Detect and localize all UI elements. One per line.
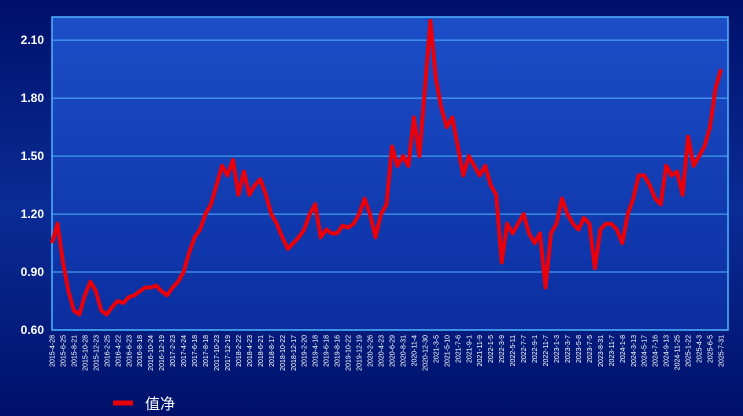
y-tick-label: 0.60	[21, 323, 45, 337]
y-tick-label: 2.10	[21, 33, 45, 47]
x-tick-label: 2016-8-18	[137, 335, 144, 367]
x-tick-label: 2020-12-30	[422, 335, 429, 371]
x-tick-label: 2025-7-31	[719, 335, 726, 367]
x-tick-label: 2022-7-7	[521, 335, 528, 363]
x-tick-label: 2021-5-10	[444, 335, 451, 367]
x-tick-label: 2015-12-23	[93, 335, 100, 371]
x-tick-label: 2022-5-11	[510, 335, 517, 367]
x-tick-label: 2015-4-28	[50, 335, 57, 367]
x-tick-label: 2018-4-23	[247, 335, 254, 367]
x-tick-label: 2023-3-7	[565, 335, 572, 363]
x-tick-label: 2021-9-1	[466, 335, 473, 363]
x-tick-label: 2020-6-29	[389, 335, 396, 367]
x-tick-label: 2019-12-19	[357, 335, 364, 371]
x-tick-label: 2020-11-4	[411, 335, 418, 367]
x-tick-label: 2018-6-21	[258, 335, 265, 367]
x-tick-label: 2022-9-1	[532, 335, 539, 363]
x-tick-label: 2019-10-22	[346, 335, 353, 371]
x-tick-label: 2016-12-19	[159, 335, 166, 371]
x-tick-label: 2021-11-9	[477, 335, 484, 367]
x-tick-label: 2019-6-18	[324, 335, 331, 367]
x-tick-label: 2021-3-5	[433, 335, 440, 363]
y-tick-label: 1.20	[21, 207, 45, 221]
y-tick-label: 0.90	[21, 265, 45, 279]
legend-label: 值净	[145, 396, 175, 413]
x-tick-label: 2023-5-8	[576, 335, 583, 363]
x-tick-label: 2025-6-5	[708, 335, 715, 363]
x-tick-label: 2025-1-22	[686, 335, 693, 367]
x-tick-label: 2016-6-23	[126, 335, 133, 367]
x-tick-label: 2022-1-5	[488, 335, 495, 363]
x-tick-label: 2023-7-5	[587, 335, 594, 363]
x-tick-label: 2024-11-25	[675, 335, 682, 370]
x-tick-label: 2020-2-26	[368, 335, 375, 367]
x-tick-label: 2024-9-13	[664, 335, 671, 367]
x-tick-label: 2024-7-16	[653, 335, 660, 367]
x-tick-label: 2016-2-25	[104, 335, 111, 367]
x-tick-label: 2024-3-13	[631, 335, 638, 367]
x-tick-label: 2021-7-6	[455, 335, 462, 363]
x-tick-label: 2018-12-17	[291, 335, 298, 371]
x-tick-label: 2017-4-24	[181, 335, 188, 367]
x-tick-label: 2017-12-19	[225, 335, 232, 371]
x-tick-label: 2025-4-3	[697, 335, 704, 363]
x-tick-label: 2023-8-31	[598, 335, 605, 367]
x-tick-label: 2016-10-24	[148, 335, 155, 371]
x-tick-label: 2023-1-3	[554, 335, 561, 363]
series-line	[50, 18, 723, 317]
y-tick-label: 1.50	[21, 149, 45, 163]
x-tick-label: 2015-8-21	[71, 335, 78, 367]
x-tick-label: 2017-6-18	[192, 335, 199, 367]
x-tick-label: 2018-10-22	[280, 335, 287, 371]
x-tick-label: 2023-11-7	[609, 335, 616, 367]
x-tick-label: 2022-11-7	[543, 335, 550, 367]
y-tick-label: 1.80	[21, 91, 45, 105]
x-tick-label: 2017-10-23	[214, 335, 221, 371]
x-tick-label: 2022-3-9	[499, 335, 506, 363]
x-tick-label: 2016-4-22	[115, 335, 122, 367]
x-tick-label: 2024-1-8	[620, 335, 627, 363]
x-tick-label: 2024-5-17	[642, 335, 649, 367]
x-tick-label: 2018-8-17	[269, 335, 276, 367]
x-tick-label: 2020-4-23	[379, 335, 386, 367]
x-tick-label: 2020-8-31	[400, 335, 407, 367]
x-tick-label: 2017-2-23	[170, 335, 177, 367]
x-tick-label: 2017-8-18	[203, 335, 210, 367]
x-tick-label: 2018-2-22	[236, 335, 243, 367]
x-tick-label: 2019-4-18	[313, 335, 320, 367]
x-tick-label: 2015-10-28	[82, 335, 89, 371]
x-tick-label: 2019-2-20	[302, 335, 309, 367]
x-tick-label: 2019-8-16	[335, 335, 342, 367]
x-tick-label: 2015-6-25	[60, 335, 67, 367]
